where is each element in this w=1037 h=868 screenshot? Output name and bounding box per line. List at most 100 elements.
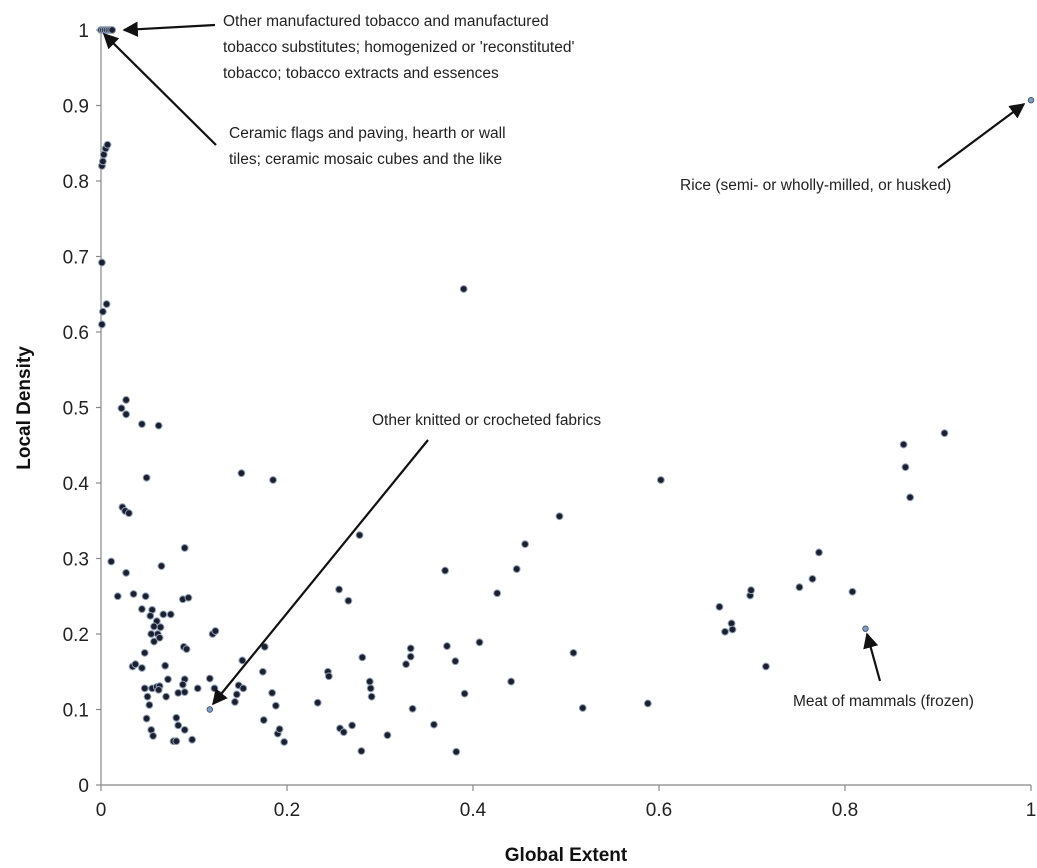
x-tick-label: 0.2 xyxy=(274,800,300,821)
annotation-meat-line-1: Meat of mammals (frozen) xyxy=(793,693,974,710)
data-point xyxy=(179,681,186,688)
data-point xyxy=(118,405,125,412)
data-point xyxy=(407,653,414,660)
x-tick-label: 0.4 xyxy=(460,800,487,821)
annotation-ceramic: Ceramic flags and paving, hearth or wall… xyxy=(229,125,510,168)
data-point xyxy=(99,259,106,266)
data-point xyxy=(356,532,363,539)
data-point xyxy=(165,676,172,683)
highlighted-data-point xyxy=(1028,97,1034,103)
data-point xyxy=(146,702,153,709)
annotation-arrow-tobacco xyxy=(124,25,215,30)
data-point xyxy=(345,597,352,604)
data-point xyxy=(384,732,391,739)
data-point xyxy=(181,726,188,733)
data-point xyxy=(155,686,162,693)
data-point xyxy=(453,748,460,755)
data-point xyxy=(907,494,914,501)
data-point xyxy=(796,584,803,591)
data-point xyxy=(276,726,283,733)
data-point xyxy=(941,430,948,437)
data-point xyxy=(849,588,856,595)
data-point xyxy=(407,645,414,652)
data-point xyxy=(109,27,116,34)
data-point xyxy=(132,661,139,668)
data-point xyxy=(442,567,449,574)
data-point xyxy=(142,593,149,600)
data-point xyxy=(367,685,374,692)
y-ticks: 0 0.1 0.2 0.3 0.4 0.5 0.6 0.7 0.8 0.9 1 xyxy=(63,21,101,797)
data-point xyxy=(157,624,164,631)
annotation-tobacco-line-2: tobacco substitutes; homogenized or 'rec… xyxy=(223,39,574,56)
y-tick-label: 0 xyxy=(78,776,89,797)
data-point xyxy=(748,587,755,594)
data-point xyxy=(114,593,121,600)
data-point xyxy=(212,628,219,635)
data-point xyxy=(141,649,148,656)
data-point xyxy=(125,510,132,517)
x-tick-label: 0.8 xyxy=(832,800,858,821)
data-point xyxy=(809,575,816,582)
data-point xyxy=(139,606,146,613)
data-point xyxy=(167,611,174,618)
y-axis-title: Local Density xyxy=(14,346,35,470)
data-point xyxy=(123,569,130,576)
data-point xyxy=(716,603,723,610)
y-tick-label: 0.7 xyxy=(63,248,89,269)
annotation-tobacco: Other manufactured tobacco and manufactu… xyxy=(223,13,579,82)
data-point xyxy=(99,308,106,315)
data-point xyxy=(476,639,483,646)
highlighted-data-point xyxy=(863,626,869,632)
annotation-arrow-meat xyxy=(867,634,880,681)
data-point xyxy=(123,411,130,418)
annotation-tobacco-line-1: Other manufactured tobacco and manufactu… xyxy=(223,13,549,30)
data-point xyxy=(579,705,586,712)
data-point xyxy=(409,705,416,712)
data-point xyxy=(185,594,192,601)
data-point xyxy=(99,321,106,328)
data-point xyxy=(239,657,246,664)
data-points xyxy=(98,27,948,756)
data-point xyxy=(160,611,167,618)
data-point xyxy=(325,673,332,680)
data-point xyxy=(522,541,529,548)
data-point xyxy=(139,665,146,672)
data-point xyxy=(238,470,245,477)
data-point xyxy=(240,685,247,692)
data-point xyxy=(181,689,188,696)
annotation-ceramic-line-1: Ceramic flags and paving, hearth or wall xyxy=(229,125,506,142)
data-point xyxy=(139,421,146,428)
data-point xyxy=(232,699,239,706)
data-point xyxy=(269,689,276,696)
x-tick-label: 1 xyxy=(1026,800,1037,821)
y-tick-label: 0.1 xyxy=(63,701,89,722)
data-point xyxy=(314,699,321,706)
annotation-arrow-ceramic xyxy=(104,34,216,145)
data-point xyxy=(143,474,150,481)
data-point xyxy=(163,693,170,700)
data-point xyxy=(175,689,182,696)
data-point xyxy=(902,464,909,471)
data-point xyxy=(366,678,373,685)
data-point xyxy=(644,700,651,707)
data-point xyxy=(99,158,106,165)
x-axis-title: Global Extent xyxy=(505,845,628,866)
data-point xyxy=(103,301,110,308)
data-point xyxy=(233,691,240,698)
annotation-rice-line-1: Rice (semi- or wholly-milled, or husked) xyxy=(680,177,951,194)
data-point xyxy=(206,675,213,682)
data-point xyxy=(452,658,459,665)
data-point xyxy=(349,722,356,729)
y-tick-label: 0.3 xyxy=(63,550,89,571)
data-point xyxy=(194,685,201,692)
annotation-ceramic-line-2: tiles; ceramic mosaic cubes and the like xyxy=(229,151,502,168)
data-point xyxy=(281,739,288,746)
data-point xyxy=(359,654,366,661)
data-point xyxy=(147,612,154,619)
data-point xyxy=(151,623,158,630)
data-point xyxy=(494,590,501,597)
y-tick-label: 0.9 xyxy=(63,97,89,118)
data-point xyxy=(513,566,520,573)
data-point xyxy=(657,477,664,484)
data-point xyxy=(173,738,180,745)
